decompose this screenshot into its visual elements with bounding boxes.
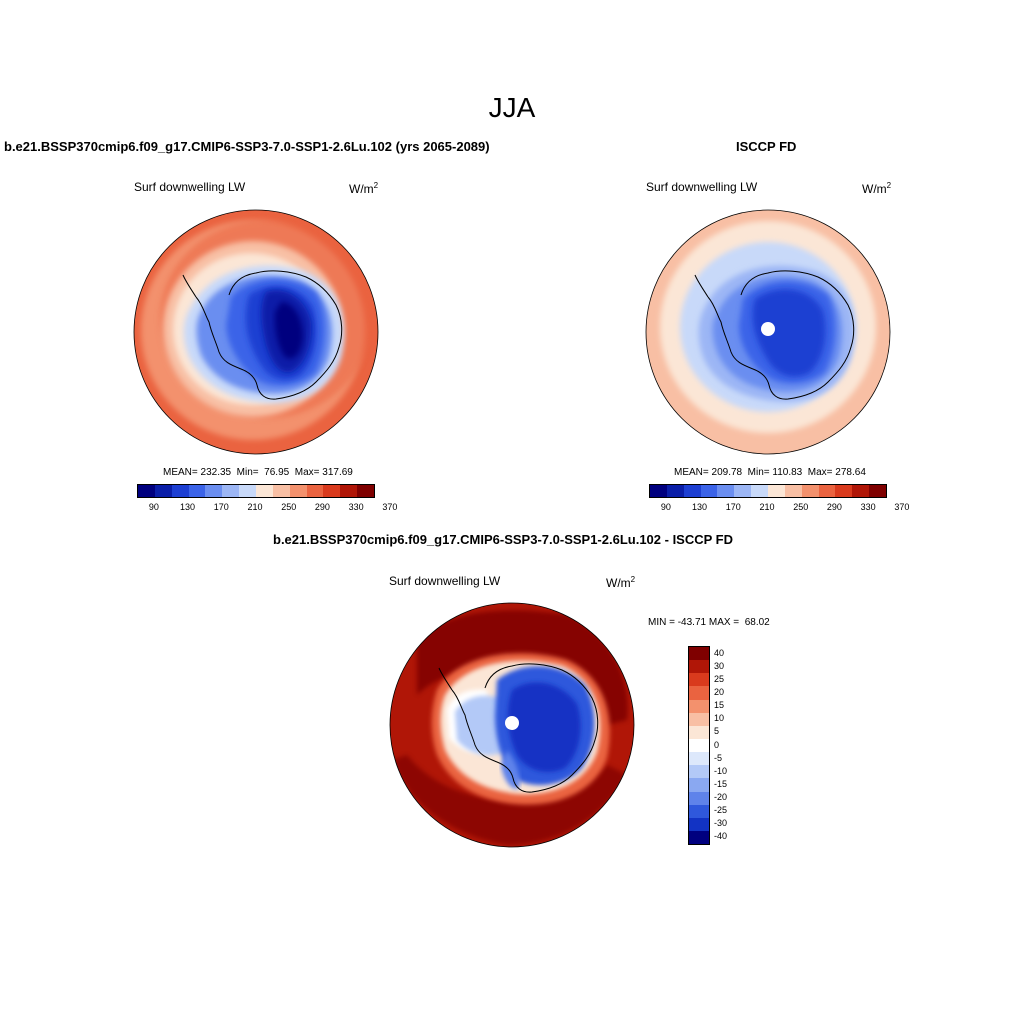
- panel3-minmax: MIN = -43.71 MAX = 68.02: [648, 617, 770, 628]
- colorbar-label: 10: [714, 713, 725, 724]
- colorbar-label: 250: [281, 502, 297, 512]
- colorbar-swatch: [784, 485, 802, 497]
- colorbar-swatch: [689, 660, 709, 674]
- colorbar-swatch: [700, 485, 718, 497]
- colorbar-label: 370: [382, 502, 398, 512]
- colorbar-label: -10: [714, 765, 728, 776]
- colorbar-swatch: [689, 725, 709, 739]
- panel3-colorbar: [688, 646, 710, 845]
- colorbar-label: 90: [660, 502, 671, 512]
- colorbar-label: -5: [714, 752, 723, 763]
- colorbar-swatch: [222, 485, 240, 497]
- colorbar-swatch: [323, 485, 341, 497]
- colorbar-label: 290: [314, 502, 330, 512]
- panel2-colorbar-labels: 90 130 170 210 250 290 330 370: [649, 502, 910, 514]
- colorbar-swatch: [717, 485, 735, 497]
- colorbar-swatch: [689, 712, 709, 726]
- panel2-colorbar: [649, 484, 887, 498]
- colorbar-swatch: [689, 830, 709, 845]
- colorbar-label: 0: [714, 739, 720, 750]
- colorbar-swatch: [239, 485, 257, 497]
- colorbar-label: -40: [714, 831, 728, 842]
- panel3-colorbar-labels: 40 30 25 20 15 10 5 0 -5 -10 -15 -20 -25 -30 -40: [714, 646, 754, 843]
- panel1-colorbar: [137, 484, 375, 498]
- colorbar-label: 20: [714, 686, 725, 697]
- colorbar-swatch: [768, 485, 785, 497]
- panel3-title: b.e21.BSSP370cmip6.f09_g17.CMIP6-SSP3-7.…: [273, 532, 734, 547]
- colorbar-swatch: [801, 485, 819, 497]
- panel1-units: W/m2: [349, 181, 379, 196]
- colorbar-label: 210: [759, 502, 775, 512]
- colorbar-swatch: [306, 485, 324, 497]
- panel1-stats: MEAN= 232.35 Min= 76.95 Max= 317.69: [163, 467, 353, 478]
- panel3-units: W/m2: [606, 575, 636, 590]
- colorbar-swatch: [205, 485, 223, 497]
- colorbar-swatch: [689, 804, 709, 818]
- colorbar-label: -30: [714, 818, 728, 829]
- colorbar-label: -15: [714, 778, 728, 789]
- panel1-title: b.e21.BSSP370cmip6.f09_g17.CMIP6-SSP3-7.…: [4, 139, 490, 154]
- colorbar-swatch: [835, 485, 853, 497]
- panel2-units: W/m2: [862, 181, 892, 196]
- colorbar-swatch: [689, 791, 709, 805]
- colorbar-swatch: [689, 765, 709, 779]
- colorbar-label: 370: [894, 502, 910, 512]
- panel3-map: [389, 602, 635, 848]
- panel3-variable: Surf downwelling LW: [389, 574, 501, 588]
- colorbar-swatch: [689, 752, 709, 766]
- colorbar-swatch: [256, 485, 273, 497]
- colorbar-label: -25: [714, 805, 728, 816]
- panel1-map: [133, 209, 379, 455]
- colorbar-swatch: [666, 485, 684, 497]
- panel2-variable: Surf downwelling LW: [646, 180, 758, 194]
- colorbar-label: 25: [714, 673, 725, 684]
- colorbar-label: 170: [213, 502, 229, 512]
- colorbar-label: 210: [247, 502, 263, 512]
- colorbar-swatch: [852, 485, 870, 497]
- colorbar-swatch: [154, 485, 172, 497]
- colorbar-swatch: [171, 485, 189, 497]
- panel1-colorbar-labels: 90 130 170 210 250 290 330 370: [137, 502, 398, 514]
- colorbar-swatch: [138, 485, 155, 497]
- colorbar-swatch: [751, 485, 769, 497]
- colorbar-swatch: [869, 485, 887, 497]
- colorbar-label: -20: [714, 792, 728, 803]
- colorbar-swatch: [818, 485, 836, 497]
- colorbar-swatch: [689, 817, 709, 831]
- panel2-map: [645, 209, 891, 455]
- colorbar-swatch: [689, 647, 709, 661]
- colorbar-swatch: [340, 485, 358, 497]
- colorbar-swatch: [689, 738, 709, 753]
- colorbar-label: 130: [180, 502, 196, 512]
- panel1-variable: Surf downwelling LW: [134, 180, 246, 194]
- colorbar-swatch: [689, 686, 709, 700]
- colorbar-label: 15: [714, 700, 725, 711]
- colorbar-label: 330: [860, 502, 876, 512]
- colorbar-swatch: [289, 485, 307, 497]
- colorbar-label: 90: [148, 502, 159, 512]
- colorbar-label: 170: [725, 502, 741, 512]
- colorbar-label: 250: [793, 502, 809, 512]
- colorbar-label: 40: [714, 647, 725, 658]
- colorbar-label: 130: [692, 502, 708, 512]
- colorbar-swatch: [689, 778, 709, 792]
- colorbar-swatch: [689, 699, 709, 713]
- colorbar-swatch: [357, 485, 375, 497]
- colorbar-swatch: [689, 673, 709, 687]
- colorbar-label: 30: [714, 660, 725, 671]
- colorbar-swatch: [650, 485, 667, 497]
- panel2-stats: MEAN= 209.78 Min= 110.83 Max= 278.64: [674, 467, 866, 478]
- colorbar-swatch: [188, 485, 206, 497]
- colorbar-label: 290: [826, 502, 842, 512]
- colorbar-label: 5: [714, 726, 720, 737]
- colorbar-swatch: [272, 485, 290, 497]
- main-title: JJA: [488, 92, 536, 123]
- colorbar-label: 330: [348, 502, 364, 512]
- colorbar-swatch: [734, 485, 752, 497]
- panel2-title: ISCCP FD: [736, 139, 797, 154]
- colorbar-swatch: [683, 485, 701, 497]
